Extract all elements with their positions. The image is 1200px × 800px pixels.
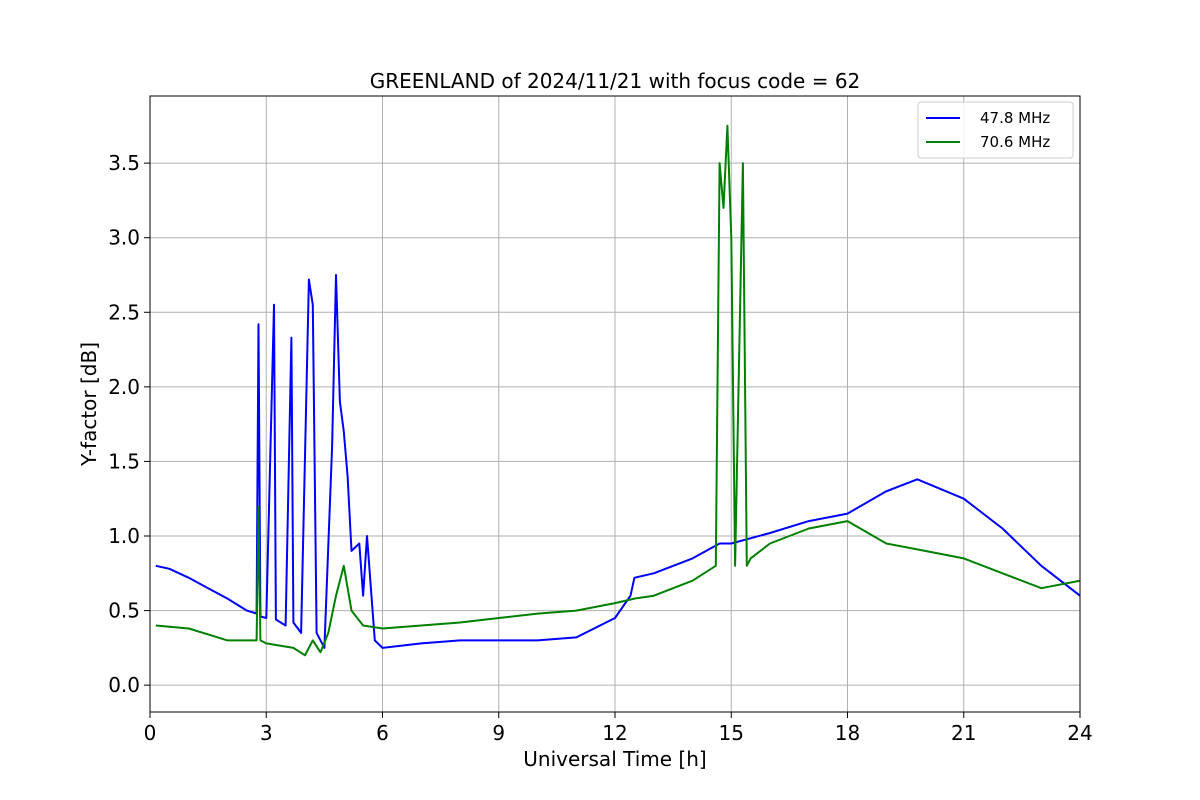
x-tick-label: 12 (602, 721, 627, 745)
y-tick-label: 2.0 (108, 375, 140, 399)
x-tick-label: 21 (951, 721, 976, 745)
x-tick-label: 24 (1067, 721, 1092, 745)
x-tick-label: 6 (376, 721, 389, 745)
chart-title: GREENLAND of 2024/11/21 with focus code … (370, 69, 861, 93)
series-line-0 (155, 274, 1080, 649)
legend: 47.8 MHz 70.6 MHz (917, 101, 1074, 159)
x-tick-label: 3 (260, 721, 273, 745)
y-tick-label: 3.0 (108, 226, 140, 250)
y-tick-label: 0.0 (108, 673, 140, 697)
legend-label: 70.6 MHz (980, 133, 1050, 151)
legend-label: 47.8 MHz (980, 109, 1050, 127)
x-axis-label: Universal Time [h] (523, 747, 706, 771)
y-tick-label: 0.5 (108, 599, 140, 623)
x-tick-label: 15 (719, 721, 744, 745)
ticks: 0 3 6 9 12 15 18 21 24 0.0 0.5 1.0 1.5 2.0 2.5 3.0 3.5 (108, 151, 1093, 745)
y-tick-label: 2.5 (108, 300, 140, 324)
series-line-1 (155, 124, 1080, 657)
series-layer (155, 124, 1080, 657)
y-tick-label: 1.5 (108, 449, 140, 473)
x-tick-label: 9 (492, 721, 505, 745)
y-tick-label: 1.0 (108, 524, 140, 548)
y-tick-label: 3.5 (108, 151, 140, 175)
x-tick-label: 0 (144, 721, 157, 745)
legend-box (917, 101, 1074, 159)
y-axis-label: Y-factor [dB] (77, 342, 101, 467)
x-tick-label: 18 (835, 721, 860, 745)
